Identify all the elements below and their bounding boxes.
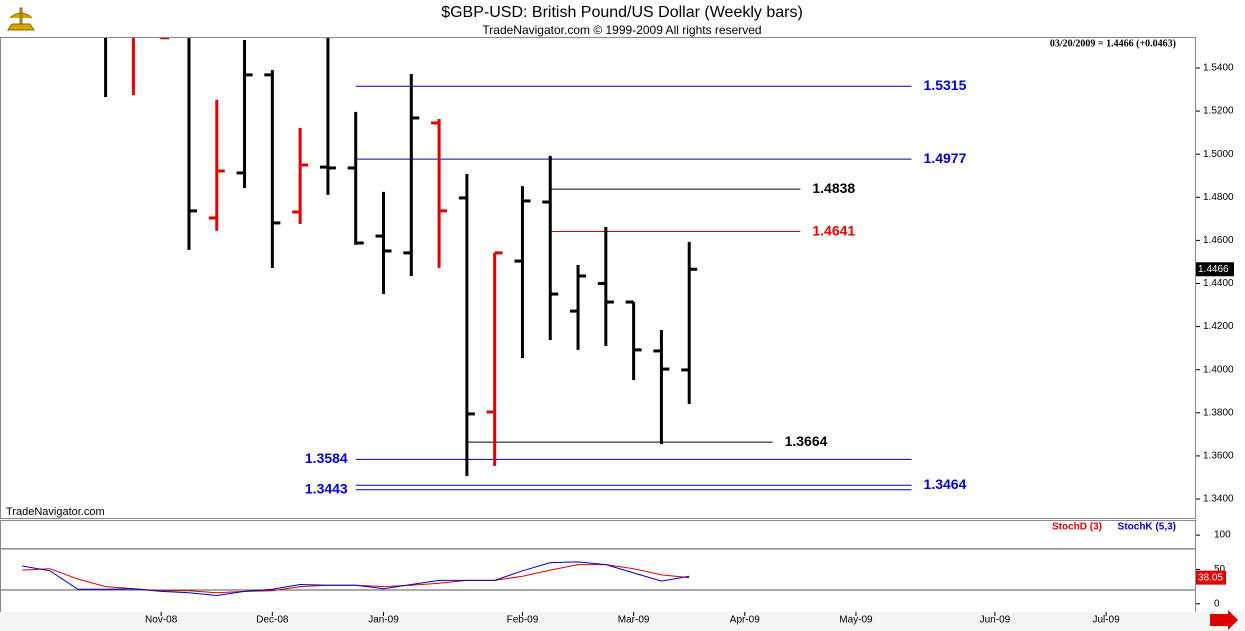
y-tick-label: 1.3400: [1203, 494, 1234, 505]
x-axis-band: [0, 612, 1245, 631]
y-tick-label: 1.5000: [1203, 149, 1234, 160]
y-tick-label: 1.5200: [1203, 106, 1234, 117]
level-label: 1.3464: [924, 476, 967, 492]
last-value-box: [1196, 570, 1226, 585]
x-tick-label: Jan-09: [368, 615, 399, 626]
x-tick-label: Mar-09: [618, 615, 650, 626]
level-label: 1.4977: [924, 150, 967, 166]
x-tick-label: Nov-08: [145, 615, 178, 626]
last-value-label: 38.05: [1198, 572, 1223, 583]
scroll-arrow[interactable]: [1210, 610, 1238, 630]
x-tick-label: Apr-09: [730, 615, 760, 626]
level-label: 1.3443: [305, 480, 348, 496]
x-tick-label: Dec-08: [256, 615, 289, 626]
y-tick-label: 1.4400: [1203, 278, 1234, 289]
level-label: 1.5315: [924, 77, 967, 93]
overlay: 1.3400 1.3600 1.3800 1.4000 1.4200 1.4400 1.46…: [145, 63, 1234, 626]
x-tick-label: Feb-09: [507, 615, 539, 626]
y-tick-label: 1.5400: [1203, 63, 1234, 74]
y-tick-label: 1.4000: [1203, 364, 1234, 375]
x-tick-label: May-09: [839, 615, 873, 626]
level-label: 1.4838: [812, 180, 855, 196]
y-tick-label: 50: [1214, 564, 1226, 575]
legend-entry: StochK (5,3): [1118, 522, 1176, 533]
y-tick-label: 1.4600: [1203, 235, 1234, 246]
y-tick-label: 1.4200: [1203, 321, 1234, 332]
level-label: 1.4641: [812, 222, 855, 238]
stoch-plot: [1, 548, 1195, 597]
price-plot: [104, 38, 912, 491]
y-tick-label: 100: [1214, 530, 1231, 541]
y-tick-label: 0: [1214, 598, 1220, 609]
last-price-box: [1196, 262, 1234, 277]
level-label: 1.3584: [305, 450, 348, 466]
chart-subtitle: TradeNavigator.com © 1999-2009 All right…: [482, 23, 761, 37]
logo: [7, 7, 35, 31]
x-tick-label: Jul-09: [1092, 615, 1120, 626]
level-label: 1.3664: [785, 433, 828, 449]
last-price-label: 1.4466: [1198, 264, 1229, 275]
stoch-line: [22, 561, 690, 597]
info-text: 03/20/2009 = 1.4466 (+0.0463): [1050, 38, 1176, 49]
watermark: TradeNavigator.com: [6, 506, 105, 518]
x-tick-label: Jun-09: [980, 615, 1011, 626]
y-tick-label: 1.3800: [1203, 407, 1234, 418]
chart-title: $GBP-USD: British Pound/US Dollar (Weekl…: [441, 4, 803, 21]
main-frame: [0, 37, 1196, 519]
y-tick-label: 1.4800: [1203, 192, 1234, 203]
y-tick-label: 1.3600: [1203, 451, 1234, 462]
legend-entry: StochD (3): [1052, 522, 1102, 533]
